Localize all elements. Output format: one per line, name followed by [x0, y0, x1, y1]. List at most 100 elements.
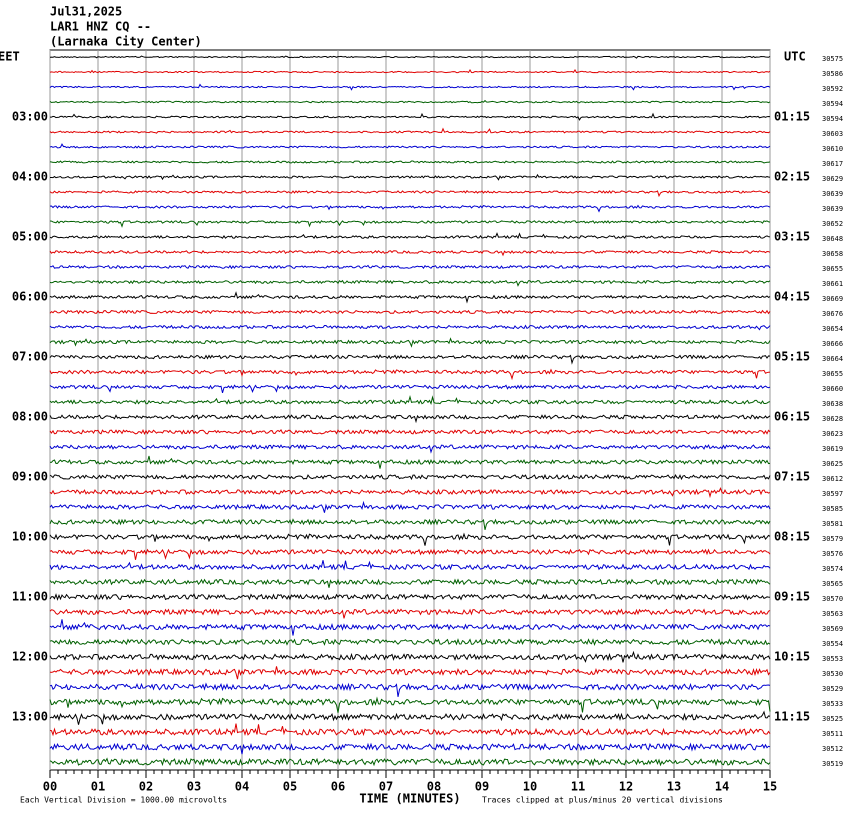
trace-value: 30623 [822, 430, 843, 438]
trace [49, 532, 771, 546]
trace-value: 30597 [822, 490, 843, 498]
x-tick-label: 09 [475, 780, 489, 794]
trace-value: 30574 [822, 565, 843, 573]
right-time-label: 03:15 [774, 230, 810, 244]
right-time-label: 11:15 [774, 710, 810, 724]
trace [49, 742, 771, 755]
trace-value: 30664 [822, 355, 843, 363]
x-tick-label: 04 [235, 780, 249, 794]
trace-value: 30525 [822, 715, 843, 723]
trace [49, 368, 771, 381]
trace [49, 414, 771, 424]
header-date: Jul31,2025 [50, 5, 122, 19]
trace-value: 30581 [822, 520, 843, 528]
trace-value: 30529 [822, 685, 843, 693]
trace-value: 30565 [822, 580, 843, 588]
trace [49, 608, 771, 619]
trace-value: 30666 [822, 340, 843, 348]
trace [49, 395, 771, 406]
left-time-label: 07:00 [12, 350, 48, 364]
right-time-label: 06:15 [774, 410, 810, 424]
x-tick-label: 00 [43, 780, 57, 794]
trace [49, 55, 771, 59]
trace [49, 518, 771, 530]
trace-value: 30658 [822, 250, 843, 258]
trace [49, 487, 771, 499]
right-time-label: 05:15 [774, 350, 810, 364]
trace-value: 30625 [822, 460, 843, 468]
right-time-label: 07:15 [774, 470, 810, 484]
trace-value: 30652 [822, 220, 843, 228]
trace-value: 30676 [822, 310, 843, 318]
trace-value: 30586 [822, 70, 843, 78]
left-time-label: 04:00 [12, 170, 48, 184]
trace [49, 324, 771, 331]
trace-value: 30628 [822, 415, 843, 423]
x-tick-label: 06 [331, 780, 345, 794]
trace-value: 30533 [822, 700, 843, 708]
left-time-label: 05:00 [12, 230, 48, 244]
trace [49, 220, 771, 228]
trace-value: 30519 [822, 760, 843, 768]
trace-value: 30563 [822, 610, 843, 618]
left-time-label: 13:00 [12, 710, 48, 724]
left-time-label: 03:00 [12, 110, 48, 124]
trace-value: 30629 [822, 175, 843, 183]
trace [49, 279, 771, 287]
trace [49, 112, 771, 121]
footer-right: Traces clipped at plus/minus 20 vertical… [482, 796, 723, 805]
x-tick-label: 08 [427, 780, 441, 794]
trace-value: 30638 [822, 400, 843, 408]
trace [49, 127, 771, 134]
trace-value: 30553 [822, 655, 843, 663]
trace [49, 190, 771, 198]
trace-value: 30648 [822, 235, 843, 243]
trace [49, 232, 771, 240]
trace-value: 30619 [822, 445, 843, 453]
x-tick-label: 01 [91, 780, 105, 794]
trace-value: 30654 [822, 325, 843, 333]
right-time-label: 02:15 [774, 170, 810, 184]
x-tick-label: 07 [379, 780, 393, 794]
left-time-label: 10:00 [12, 530, 48, 544]
trace [49, 428, 771, 436]
trace-value: 30511 [822, 730, 843, 738]
footer-left: Each Vertical Division = 1000.00 microvo… [20, 796, 227, 805]
trace-value: 30610 [822, 145, 843, 153]
trace [49, 444, 771, 454]
x-tick-label: 14 [715, 780, 729, 794]
trace [49, 723, 771, 737]
trace [49, 83, 771, 91]
trace [49, 160, 771, 164]
left-time-label: 11:00 [12, 590, 48, 604]
right-time-label: 10:15 [774, 650, 810, 664]
trace [49, 710, 771, 725]
x-tick-label: 02 [139, 780, 153, 794]
trace-value: 30639 [822, 205, 843, 213]
trace-value: 30655 [822, 265, 843, 273]
x-tick-label: 10 [523, 780, 537, 794]
trace-value: 30594 [822, 100, 843, 108]
trace [49, 757, 771, 767]
trace [49, 68, 771, 74]
trace [49, 593, 771, 601]
trace [49, 638, 771, 647]
right-time-label: 01:15 [774, 110, 810, 124]
trace [49, 619, 771, 636]
x-tick-label: 05 [283, 780, 297, 794]
trace [49, 473, 771, 481]
trace [49, 99, 771, 104]
trace [49, 682, 771, 697]
header-station: LAR1 HNZ CQ -- [50, 20, 151, 34]
trace-value: 30576 [822, 550, 843, 558]
trace-value: 30661 [822, 280, 843, 288]
trace-value: 30617 [822, 160, 843, 168]
x-tick-label: 11 [571, 780, 585, 794]
right-time-label: 09:15 [774, 590, 810, 604]
trace [49, 666, 771, 680]
trace-value: 30594 [822, 115, 843, 123]
trace-value: 30660 [822, 385, 843, 393]
trace-value: 30585 [822, 505, 843, 513]
trace-value: 30603 [822, 130, 843, 138]
